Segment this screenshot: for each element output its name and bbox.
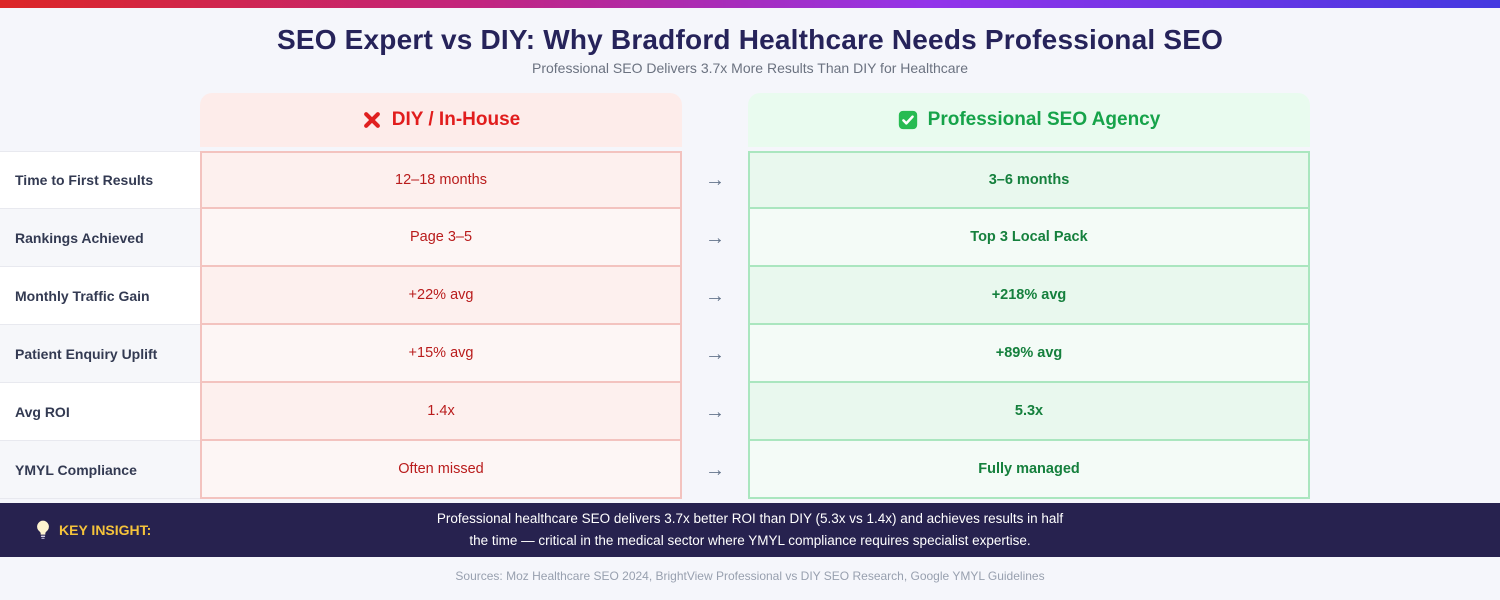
arrow-cell: → [682,441,748,499]
diy-value-cell: Page 3–5 [200,209,682,267]
pro-value-cell: +218% avg [748,267,1310,325]
pro-value-cell: Top 3 Local Pack [748,209,1310,267]
diy-value-cell-text: 1.4x [427,403,455,419]
diy-value-cell: +15% avg [200,325,682,383]
key-insight-line-1: Professional healthcare SEO delivers 3.7… [436,511,1064,526]
arrow-cell: → [682,151,748,209]
diy-value-cell-text: +22% avg [408,287,474,303]
page-subtitle: Professional SEO Delivers 3.7x More Resu… [531,60,968,76]
page-title: SEO Expert vs DIY: Why Bradford Healthca… [276,24,1224,55]
metric-label-text: Monthly Traffic Gain [15,287,150,304]
comparison-grid: DIY / In-House Professional SEO Agency T… [0,93,1500,499]
metric-label: Monthly Traffic Gain [0,267,200,325]
diy-value-cell-text: +15% avg [408,345,474,361]
pro-value-cell-text: 3–6 months [988,172,1070,188]
right-arrow-icon: → [705,458,725,481]
arrow-cell: → [682,383,748,441]
pro-value-cell-text: 5.3x [1014,403,1044,419]
pro-value-cell: Fully managed [748,441,1310,499]
pro-value-cell: 5.3x [748,383,1310,441]
pro-value-cell-text: +89% avg [995,345,1063,361]
cross-icon [362,110,382,130]
key-insight-label-text: KEY INSIGHT: [59,522,152,538]
check-icon [898,110,918,130]
metric-label-text: Time to First Results [15,172,154,188]
key-insight-label: KEY INSIGHT: [35,503,151,557]
metric-label-text: Patient Enquiry Uplift [15,345,158,362]
lightbulb-icon [35,519,51,541]
right-arrow-icon: → [705,342,725,365]
arrow-cell: → [682,267,748,325]
metric-label: Rankings Achieved [0,209,200,267]
right-arrow-icon: → [705,226,725,249]
key-insight-text: Professional healthcare SEO delivers 3.7… [437,508,1063,552]
pro-value-cell: +89% avg [748,325,1310,383]
accent-gradient-bar [0,0,1500,8]
right-arrow-icon: → [705,400,725,423]
metric-label-text: Avg ROI [15,403,70,420]
metric-label-text: Rankings Achieved [15,229,144,246]
key-insight-line-2: the time — critical in the medical secto… [469,533,1031,548]
pro-column-header: Professional SEO Agency [748,93,1310,147]
right-arrow-icon: → [705,284,725,307]
metric-label-text: YMYL Compliance [15,461,137,478]
pro-value-cell-text: Top 3 Local Pack [970,229,1088,245]
pro-column-header-label: Professional SEO Agency [927,109,1161,130]
sources-line: Sources: Moz Healthcare SEO 2024, Bright… [455,569,1045,583]
arrow-cell: → [682,209,748,267]
pro-value-cell-text: Fully managed [978,461,1080,477]
metric-label: Time to First Results [0,151,200,209]
arrow-cell: → [682,325,748,383]
pro-value-cell: 3–6 months [748,151,1310,209]
diy-value-cell: 12–18 months [200,151,682,209]
key-insight-bar: KEY INSIGHT: Professional healthcare SEO… [0,503,1500,557]
pro-value-cell-text: +218% avg [991,287,1067,303]
diy-value-cell: +22% avg [200,267,682,325]
diy-value-cell: 1.4x [200,383,682,441]
diy-value-cell-text: Often missed [398,461,484,477]
metric-label: Patient Enquiry Uplift [0,325,200,383]
diy-column-header: DIY / In-House [200,93,682,147]
diy-value-cell: Often missed [200,441,682,499]
diy-value-cell-text: Page 3–5 [409,229,473,245]
right-arrow-icon: → [705,168,725,191]
diy-value-cell-text: 12–18 months [395,172,487,188]
metric-label: YMYL Compliance [0,441,200,499]
diy-column-header-label: DIY / In-House [391,109,521,130]
metric-label: Avg ROI [0,383,200,441]
